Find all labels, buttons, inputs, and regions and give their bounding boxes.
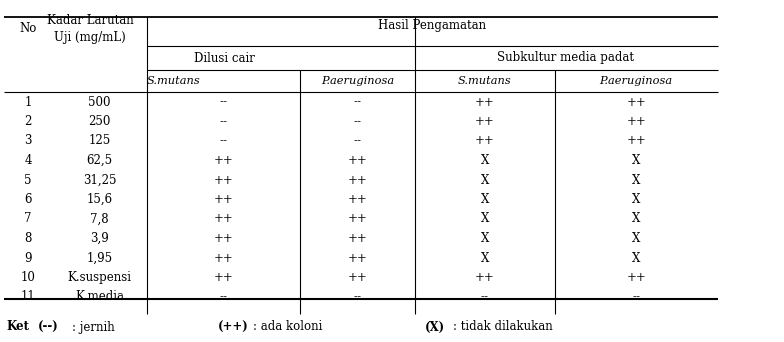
Text: ++: ++ — [213, 173, 234, 186]
Text: ++: ++ — [213, 193, 234, 206]
Text: --: -- — [481, 290, 489, 303]
Text: X: X — [481, 193, 489, 206]
Text: P.aeruginosa: P.aeruginosa — [600, 76, 673, 86]
Text: 8: 8 — [24, 232, 31, 245]
Text: X: X — [481, 154, 489, 167]
Text: ++: ++ — [347, 271, 368, 284]
Text: ++: ++ — [213, 232, 234, 245]
Text: 6: 6 — [24, 193, 31, 206]
Text: ++: ++ — [475, 115, 495, 128]
Text: ++: ++ — [475, 134, 495, 147]
Text: 125: 125 — [89, 134, 111, 147]
Text: 15,6: 15,6 — [86, 193, 113, 206]
Text: X: X — [481, 232, 489, 245]
Text: 3,9: 3,9 — [90, 232, 109, 245]
Text: (--): (--) — [38, 320, 59, 333]
Text: 5: 5 — [24, 173, 31, 186]
Text: --: -- — [354, 290, 361, 303]
Text: 11: 11 — [20, 290, 35, 303]
Text: Dilusi cair: Dilusi cair — [194, 52, 255, 65]
Text: 250: 250 — [89, 115, 111, 128]
Text: Subkultur media padat: Subkultur media padat — [498, 52, 634, 65]
Text: ++: ++ — [347, 232, 368, 245]
Text: No: No — [20, 23, 37, 36]
Text: : jernih: : jernih — [72, 320, 114, 333]
Text: : tidak dilakukan: : tidak dilakukan — [453, 320, 553, 333]
Text: 500: 500 — [89, 95, 111, 108]
Text: K.suspensi: K.suspensi — [67, 271, 132, 284]
Text: --: -- — [354, 95, 361, 108]
Text: X: X — [481, 251, 489, 264]
Text: K.media: K.media — [75, 290, 124, 303]
Text: X: X — [633, 232, 641, 245]
Text: ++: ++ — [626, 271, 646, 284]
Text: 10: 10 — [20, 271, 35, 284]
Text: P.aeruginosa: P.aeruginosa — [321, 76, 394, 86]
Text: X: X — [633, 212, 641, 225]
Text: X: X — [633, 193, 641, 206]
Text: 1: 1 — [24, 95, 31, 108]
Text: --: -- — [354, 134, 361, 147]
Text: ++: ++ — [213, 271, 234, 284]
Text: ++: ++ — [213, 154, 234, 167]
Text: Ket: Ket — [6, 320, 29, 333]
Text: 9: 9 — [24, 251, 31, 264]
Text: 31,25: 31,25 — [83, 173, 116, 186]
Text: ++: ++ — [347, 212, 368, 225]
Text: X: X — [481, 173, 489, 186]
Text: ++: ++ — [347, 251, 368, 264]
Text: Kadar Larutan
Uji (mg/mL): Kadar Larutan Uji (mg/mL) — [46, 13, 133, 44]
Text: --: -- — [354, 115, 361, 128]
Text: --: -- — [220, 290, 227, 303]
Text: 3: 3 — [24, 134, 31, 147]
Text: --: -- — [220, 115, 227, 128]
Text: X: X — [633, 251, 641, 264]
Text: S.mutans: S.mutans — [458, 76, 512, 86]
Text: ++: ++ — [213, 251, 234, 264]
Text: X: X — [633, 173, 641, 186]
Text: 62,5: 62,5 — [86, 154, 113, 167]
Text: ++: ++ — [347, 154, 368, 167]
Text: --: -- — [220, 134, 227, 147]
Text: ++: ++ — [475, 95, 495, 108]
Text: 7,8: 7,8 — [90, 212, 109, 225]
Text: (++): (++) — [218, 320, 249, 333]
Text: X: X — [633, 154, 641, 167]
Text: Hasil Pengamatan: Hasil Pengamatan — [378, 19, 486, 32]
Text: ++: ++ — [475, 271, 495, 284]
Text: ++: ++ — [347, 193, 368, 206]
Text: 4: 4 — [24, 154, 31, 167]
Text: 7: 7 — [24, 212, 31, 225]
Text: --: -- — [633, 290, 641, 303]
Text: S.mutans: S.mutans — [147, 76, 201, 86]
Text: X: X — [481, 212, 489, 225]
Text: ++: ++ — [213, 212, 234, 225]
Text: 1,95: 1,95 — [86, 251, 113, 264]
Text: ++: ++ — [626, 95, 646, 108]
Text: 2: 2 — [24, 115, 31, 128]
Text: ++: ++ — [347, 173, 368, 186]
Text: ++: ++ — [626, 115, 646, 128]
Text: --: -- — [220, 95, 227, 108]
Text: : ada koloni: : ada koloni — [253, 320, 322, 333]
Text: (X): (X) — [425, 320, 445, 333]
Text: ++: ++ — [626, 134, 646, 147]
